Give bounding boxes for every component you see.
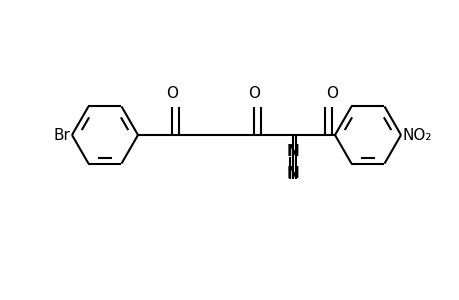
Text: O: O: [166, 85, 178, 100]
Text: O: O: [247, 85, 259, 100]
Text: N: N: [286, 144, 299, 159]
Text: NO₂: NO₂: [402, 128, 431, 142]
Text: O: O: [325, 85, 337, 100]
Text: N: N: [286, 166, 299, 181]
Text: Br: Br: [53, 128, 70, 142]
